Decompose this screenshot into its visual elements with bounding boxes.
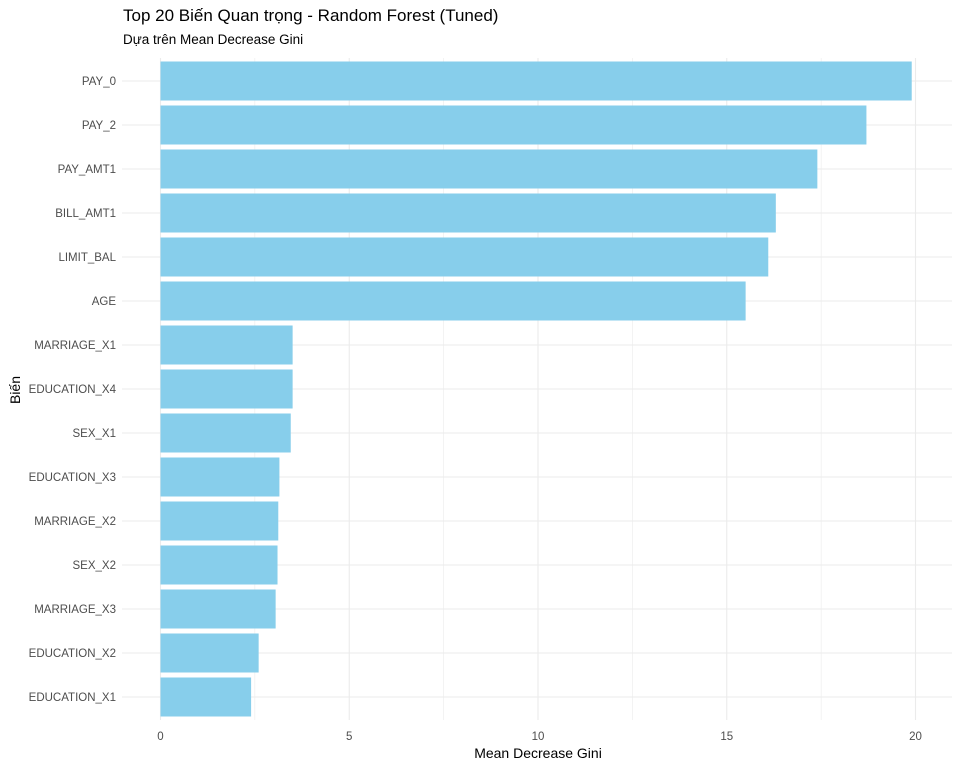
y-tick-label: PAY_0	[82, 76, 116, 88]
bar-limit-bal	[160, 237, 769, 277]
bar-pay-amt1	[160, 149, 818, 189]
y-tick-label: EDUCATION_X3	[29, 472, 116, 484]
y-tick-label: EDUCATION_X1	[29, 692, 116, 704]
bar-marriage-x2	[160, 501, 279, 541]
bar-bill-amt1	[160, 193, 776, 233]
y-tick-label: SEX_X1	[73, 428, 116, 440]
y-tick-label: PAY_2	[82, 120, 116, 132]
y-tick-label: LIMIT_BAL	[58, 252, 116, 264]
y-tick-label: SEX_X2	[73, 560, 116, 572]
bar-pay-2	[160, 105, 867, 145]
x-tick-label: 15	[720, 731, 733, 743]
y-tick-label: EDUCATION_X4	[29, 384, 117, 396]
bar-pay-0	[160, 61, 912, 101]
x-axis-title: Mean Decrease Gini	[474, 745, 602, 761]
x-tick-labels: 0 5 10 15 20	[157, 731, 922, 743]
bar-marriage-x1	[160, 325, 293, 365]
x-tick-label: 20	[909, 731, 922, 743]
y-tick-label: MARRIAGE_X3	[34, 604, 116, 616]
y-tick-label: AGE	[92, 296, 117, 308]
bar-age	[160, 281, 746, 321]
bar-marriage-x3	[160, 589, 276, 629]
y-tick-label: MARRIAGE_X1	[34, 340, 116, 352]
chart-title: Top 20 Biến Quan trọng - Random Forest (…	[123, 6, 499, 25]
bar-sex-x1	[160, 413, 291, 453]
x-tick-label: 5	[346, 731, 352, 743]
x-tick-label: 10	[532, 731, 545, 743]
y-tick-label: EDUCATION_X2	[29, 648, 116, 660]
y-tick-label: BILL_AMT1	[55, 208, 116, 220]
bar-education-x4	[160, 369, 293, 409]
chart-subtitle: Dựa trên Mean Decrease Gini	[123, 32, 304, 47]
x-tick-label: 0	[157, 731, 163, 743]
bars	[160, 61, 912, 717]
y-tick-label: PAY_AMT1	[58, 164, 116, 176]
bar-education-x3	[160, 457, 280, 497]
bar-education-x1	[160, 677, 252, 717]
bar-sex-x2	[160, 545, 278, 585]
bar-education-x2	[160, 633, 259, 673]
y-tick-labels: PAY_0 PAY_2 PAY_AMT1 BILL_AMT1 LIMIT_BAL AGE M…	[29, 76, 117, 704]
y-tick-label: MARRIAGE_X2	[34, 516, 116, 528]
y-axis-title: Biến	[7, 376, 23, 404]
